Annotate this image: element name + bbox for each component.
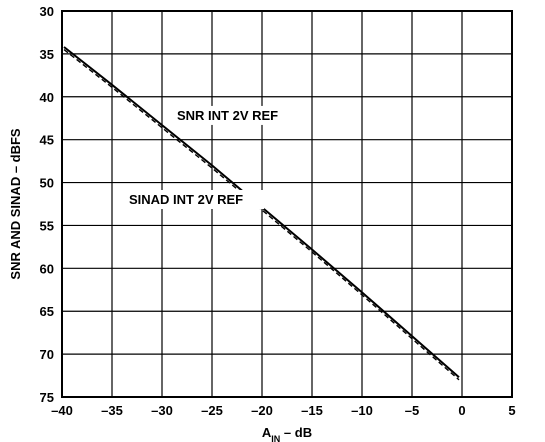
y-tick-label: 70 xyxy=(40,347,54,362)
y-tick-label: 60 xyxy=(40,261,54,276)
x-tick-label: –10 xyxy=(351,403,373,418)
x-axis-label: AIN – dB xyxy=(262,425,312,442)
x-tick-label: –15 xyxy=(301,403,323,418)
x-tick-labels: –40 –35 –30 –25 –20 –15 –10 –5 0 5 xyxy=(51,403,515,418)
y-tick-label: 55 xyxy=(40,218,54,233)
annotation-background xyxy=(173,105,296,125)
y-axis-label: SNR AND SINAD – dBFS xyxy=(8,128,23,280)
series-annotation: SINAD INT 2V REF xyxy=(129,192,243,207)
x-tick-label: –35 xyxy=(101,403,123,418)
series-line-sinad-int-2v-ref xyxy=(63,49,460,381)
y-tick-labels: 30 35 40 45 50 55 60 65 70 75 xyxy=(40,4,54,405)
x-tick-label: –40 xyxy=(51,403,73,418)
y-tick-label: 75 xyxy=(40,390,54,405)
x-axis-label-sub: IN xyxy=(271,434,280,442)
x-tick-label: 0 xyxy=(458,403,465,418)
y-tick-label: 35 xyxy=(40,47,54,62)
x-tick-label: –20 xyxy=(251,403,273,418)
series-annotation: SNR INT 2V REF xyxy=(177,108,278,123)
y-tick-label: 45 xyxy=(40,133,54,148)
x-axis-label-main: A xyxy=(262,425,272,440)
x-tick-label: –5 xyxy=(405,403,419,418)
x-tick-label: –25 xyxy=(201,403,223,418)
plot-frame xyxy=(61,10,513,398)
y-tick-label: 40 xyxy=(40,90,54,105)
annotations: SNR INT 2V REF SINAD INT 2V REF xyxy=(125,105,296,209)
y-tick-label: 50 xyxy=(40,176,54,191)
annotation-background xyxy=(125,190,265,209)
x-tick-label: 5 xyxy=(508,403,515,418)
y-tick-label: 65 xyxy=(40,304,54,319)
y-tick-label: 30 xyxy=(40,4,54,19)
x-axis-label-rest: – dB xyxy=(280,425,312,440)
x-tick-label: –30 xyxy=(151,403,173,418)
